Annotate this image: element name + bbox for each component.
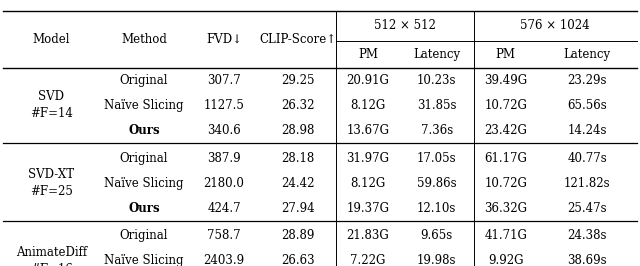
Text: Original: Original xyxy=(120,74,168,87)
Text: Ours: Ours xyxy=(128,124,160,137)
Text: Latency: Latency xyxy=(413,48,460,61)
Text: 61.17G: 61.17G xyxy=(484,152,527,164)
Text: 13.67G: 13.67G xyxy=(346,124,390,137)
Text: 9.92G: 9.92G xyxy=(488,254,524,266)
Text: Ours: Ours xyxy=(128,202,160,214)
Text: Naïve Slicing: Naïve Slicing xyxy=(104,254,184,266)
Text: 28.18: 28.18 xyxy=(281,152,314,164)
Text: 38.69s: 38.69s xyxy=(568,254,607,266)
Text: 10.72G: 10.72G xyxy=(484,99,527,112)
Text: 12.10s: 12.10s xyxy=(417,202,456,214)
Text: CLIP-Score↑: CLIP-Score↑ xyxy=(259,33,336,46)
Text: 387.9: 387.9 xyxy=(207,152,241,164)
Text: 19.98s: 19.98s xyxy=(417,254,456,266)
Text: 31.85s: 31.85s xyxy=(417,99,456,112)
Text: 21.83G: 21.83G xyxy=(347,229,389,242)
Text: 512 × 512: 512 × 512 xyxy=(374,19,436,32)
Text: 28.89: 28.89 xyxy=(281,229,314,242)
Text: 26.32: 26.32 xyxy=(281,99,314,112)
Text: 26.63: 26.63 xyxy=(281,254,314,266)
Text: 40.77s: 40.77s xyxy=(567,152,607,164)
Text: 2180.0: 2180.0 xyxy=(204,177,244,189)
Text: 121.82s: 121.82s xyxy=(564,177,611,189)
Text: 9.65s: 9.65s xyxy=(420,229,453,242)
Text: PM: PM xyxy=(495,48,516,61)
Text: 758.7: 758.7 xyxy=(207,229,241,242)
Text: 28.98: 28.98 xyxy=(281,124,314,137)
Text: SVD-XT
#F=25: SVD-XT #F=25 xyxy=(28,168,74,198)
Text: Naïve Slicing: Naïve Slicing xyxy=(104,99,184,112)
Text: 17.05s: 17.05s xyxy=(417,152,456,164)
Text: 8.12G: 8.12G xyxy=(350,99,386,112)
Text: 23.42G: 23.42G xyxy=(484,124,527,137)
Text: Original: Original xyxy=(120,229,168,242)
Text: 424.7: 424.7 xyxy=(207,202,241,214)
Text: 36.32G: 36.32G xyxy=(484,202,527,214)
Text: 307.7: 307.7 xyxy=(207,74,241,87)
Text: 2403.9: 2403.9 xyxy=(204,254,244,266)
Text: 19.37G: 19.37G xyxy=(346,202,390,214)
Text: 576 × 1024: 576 × 1024 xyxy=(520,19,590,32)
Text: 7.22G: 7.22G xyxy=(350,254,386,266)
Text: FVD↓: FVD↓ xyxy=(206,33,242,46)
Text: 8.12G: 8.12G xyxy=(350,177,386,189)
Text: 20.91G: 20.91G xyxy=(347,74,389,87)
Text: 10.72G: 10.72G xyxy=(484,177,527,189)
Text: Latency: Latency xyxy=(564,48,611,61)
Text: 24.42: 24.42 xyxy=(281,177,314,189)
Text: 340.6: 340.6 xyxy=(207,124,241,137)
Text: 29.25: 29.25 xyxy=(281,74,314,87)
Text: Original: Original xyxy=(120,152,168,164)
Text: 31.97G: 31.97G xyxy=(346,152,390,164)
Text: 65.56s: 65.56s xyxy=(567,99,607,112)
Text: 59.86s: 59.86s xyxy=(417,177,456,189)
Text: 41.71G: 41.71G xyxy=(484,229,527,242)
Text: 10.23s: 10.23s xyxy=(417,74,456,87)
Text: 23.29s: 23.29s xyxy=(568,74,607,87)
Text: 14.24s: 14.24s xyxy=(568,124,607,137)
Text: Naïve Slicing: Naïve Slicing xyxy=(104,177,184,189)
Text: 24.38s: 24.38s xyxy=(568,229,607,242)
Text: 27.94: 27.94 xyxy=(281,202,314,214)
Text: 1127.5: 1127.5 xyxy=(204,99,244,112)
Text: PM: PM xyxy=(358,48,378,61)
Text: 39.49G: 39.49G xyxy=(484,74,527,87)
Text: Model: Model xyxy=(33,33,70,46)
Text: 25.47s: 25.47s xyxy=(568,202,607,214)
Text: SVD
#F=14: SVD #F=14 xyxy=(30,90,72,120)
Text: 7.36s: 7.36s xyxy=(420,124,453,137)
Text: AnimateDiff
#F=16: AnimateDiff #F=16 xyxy=(15,246,87,266)
Text: Method: Method xyxy=(121,33,167,46)
